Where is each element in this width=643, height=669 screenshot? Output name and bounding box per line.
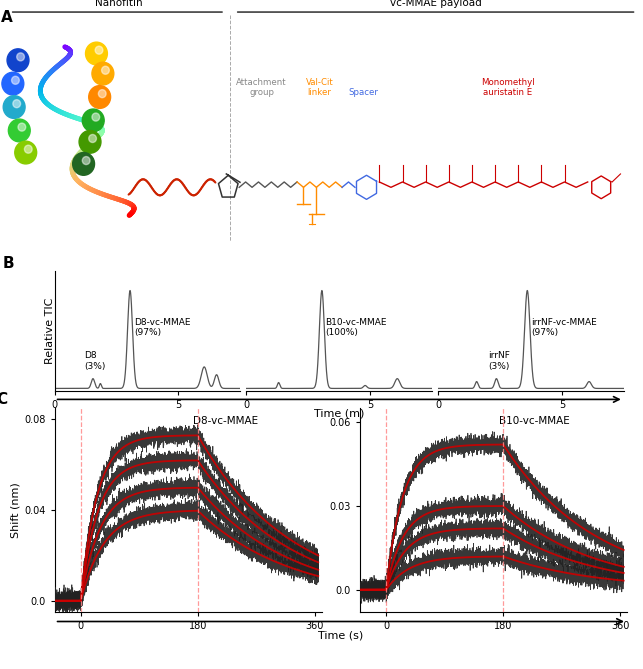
Circle shape [82, 157, 90, 165]
Text: Time (m): Time (m) [314, 408, 365, 418]
Circle shape [3, 96, 25, 118]
Text: Spacer: Spacer [349, 88, 378, 97]
Circle shape [2, 72, 24, 95]
Circle shape [92, 62, 114, 85]
Circle shape [15, 141, 37, 164]
Text: B10-vc-MMAE
(100%): B10-vc-MMAE (100%) [325, 318, 387, 337]
Text: A: A [1, 10, 13, 25]
Circle shape [17, 53, 24, 61]
Circle shape [89, 134, 96, 142]
Circle shape [92, 113, 100, 121]
Circle shape [73, 153, 95, 175]
Text: D8-vc-MMAE: D8-vc-MMAE [194, 416, 258, 426]
Circle shape [86, 42, 107, 65]
Circle shape [7, 49, 29, 72]
Text: D8
(3%): D8 (3%) [84, 351, 105, 371]
Circle shape [24, 145, 32, 153]
Circle shape [8, 119, 30, 142]
Circle shape [82, 109, 104, 132]
Circle shape [12, 76, 19, 84]
Text: Monomethyl
auristatin E: Monomethyl auristatin E [481, 78, 535, 97]
Text: irrNF-vc-MMAE
(97%): irrNF-vc-MMAE (97%) [532, 318, 597, 337]
Circle shape [89, 86, 111, 108]
Text: Attachment
group: Attachment group [237, 78, 287, 97]
Circle shape [98, 90, 106, 98]
Y-axis label: Shift (nm): Shift (nm) [10, 482, 20, 538]
Text: D8-vc-MMAE
(97%): D8-vc-MMAE (97%) [134, 318, 190, 337]
Text: B: B [3, 256, 14, 272]
Text: irrNF
(3%): irrNF (3%) [488, 351, 510, 371]
Circle shape [13, 100, 21, 108]
Circle shape [18, 123, 26, 131]
Text: Nanofitin: Nanofitin [95, 0, 143, 8]
Circle shape [79, 130, 101, 153]
Y-axis label: Relative TIC: Relative TIC [46, 298, 55, 365]
Text: B10-vc-MMAE: B10-vc-MMAE [499, 416, 570, 426]
Text: vc-MMAE payload: vc-MMAE payload [390, 0, 482, 8]
Text: Time (s): Time (s) [318, 631, 363, 641]
Circle shape [102, 66, 109, 74]
Text: C: C [0, 392, 7, 407]
Text: Val-Cit
linker: Val-Cit linker [305, 78, 334, 97]
Circle shape [95, 46, 103, 54]
